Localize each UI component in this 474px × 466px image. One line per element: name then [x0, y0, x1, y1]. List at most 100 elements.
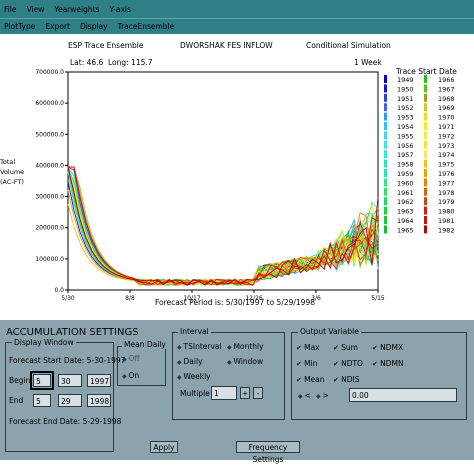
- legend-year: 1967: [438, 85, 455, 93]
- mean-checkbox[interactable]: Mean: [296, 375, 324, 384]
- multiple-input[interactable]: 1: [211, 386, 237, 400]
- x-tick-label: 5/15: [371, 295, 385, 302]
- legend-year: 1955: [397, 132, 414, 140]
- begin-month-input[interactable]: 5: [33, 374, 51, 387]
- legend-swatch: [424, 197, 427, 206]
- max-checkbox[interactable]: Max: [296, 343, 320, 352]
- legend-year: 1953: [397, 114, 414, 122]
- trace-line: [67, 166, 379, 286]
- legend-swatch: [424, 150, 427, 159]
- display-window-label: Display Window: [12, 338, 76, 347]
- y-tick-label: 700000.0: [35, 69, 64, 76]
- menu-plottype[interactable]: PlotType: [4, 22, 36, 31]
- y-tick-label: 200000.0: [35, 225, 64, 232]
- legend-swatch: [424, 93, 427, 102]
- legend-swatch: [384, 131, 387, 140]
- menu-y-axis[interactable]: Y-axis: [109, 4, 131, 14]
- end-month-input[interactable]: 5: [33, 394, 51, 407]
- chart-area: ESP Trace Ensemble DWORSHAK FES INFLOW C…: [0, 34, 474, 320]
- end-label: End: [9, 396, 24, 405]
- tool-bar: PlotType Export Display TraceEnsemble: [0, 18, 474, 34]
- legend-swatch: [424, 84, 427, 93]
- ylabel-line-1: Total: [0, 158, 16, 166]
- legend-year: 1963: [397, 208, 414, 216]
- multiple-increase-button[interactable]: +: [240, 387, 250, 399]
- legend-year: 1952: [397, 104, 414, 112]
- chart-title-right: Conditional Simulation: [306, 41, 391, 50]
- legend-year: 1966: [438, 76, 455, 84]
- ndmx-checkbox[interactable]: NDMX: [372, 343, 403, 352]
- legend-swatch: [384, 159, 387, 168]
- window-radio[interactable]: Window: [227, 357, 264, 366]
- end-day-input[interactable]: 29: [58, 394, 82, 407]
- legend-swatch: [384, 150, 387, 159]
- legend-year: 1949: [397, 76, 414, 84]
- min-checkbox[interactable]: Min: [296, 359, 317, 368]
- interval-label: Interval: [178, 327, 211, 336]
- legend-swatch: [424, 216, 427, 224]
- apply-button[interactable]: Apply: [150, 441, 178, 453]
- begin-day-input[interactable]: 30: [58, 374, 82, 387]
- legend-year: 1964: [397, 217, 414, 225]
- forecast-end: Forecast End Date: 5-29-1998: [9, 417, 122, 426]
- legend-year: 1957: [397, 151, 414, 159]
- output-variable-group: [291, 332, 467, 420]
- mean-on-radio[interactable]: On: [122, 371, 140, 380]
- y-tick-label: 500000.0: [35, 131, 64, 138]
- interval-group: [172, 332, 285, 420]
- x-tick-label: 12/26: [245, 295, 262, 302]
- monthly-radio[interactable]: Monthly: [227, 342, 264, 351]
- legend-swatch: [384, 206, 387, 215]
- legend-swatch: [384, 122, 387, 130]
- legend-year: 1980: [438, 208, 455, 216]
- multiple-decrease-button[interactable]: -: [253, 387, 263, 399]
- ndis-checkbox[interactable]: NDIS: [333, 375, 359, 384]
- legend-swatch: [424, 169, 427, 177]
- mean-off-radio[interactable]: Off: [122, 354, 140, 363]
- y-tick-label: 0.0: [54, 287, 64, 294]
- lat-label: Lat: 46.6: [70, 58, 104, 67]
- legend-swatch: [384, 93, 387, 102]
- weekly-radio[interactable]: Weekly: [177, 372, 211, 381]
- legend-swatch: [424, 178, 427, 187]
- legend-swatch: [424, 75, 427, 83]
- tsinterval-radio[interactable]: TSInterval: [177, 342, 222, 351]
- legend-year: 1977: [438, 179, 455, 187]
- y-tick-label: 100000.0: [35, 256, 64, 263]
- end-year-input[interactable]: 1998: [87, 394, 111, 407]
- begin-year-input[interactable]: 1997: [87, 374, 111, 387]
- legend-swatch: [424, 159, 427, 168]
- daily-radio[interactable]: Daily: [177, 357, 203, 366]
- threshold-input[interactable]: 0.00: [349, 388, 457, 402]
- menu-yearweights[interactable]: Yearweights: [54, 4, 100, 14]
- legend-year: 1959: [397, 170, 414, 178]
- menu-view[interactable]: View: [26, 4, 45, 14]
- ndto-checkbox[interactable]: NDTO: [333, 359, 363, 368]
- menu-file[interactable]: File: [4, 4, 17, 14]
- frequency-settings-button[interactable]: Frequency Settings: [236, 441, 300, 464]
- menu-display[interactable]: Display: [79, 22, 108, 31]
- legend-year: 1971: [438, 123, 455, 131]
- menu-export[interactable]: Export: [45, 22, 70, 31]
- ndmn-checkbox[interactable]: NDMN: [372, 359, 403, 368]
- legend-year: 1976: [438, 170, 455, 178]
- legend-swatch: [384, 75, 387, 83]
- legend-year: 1973: [438, 142, 455, 150]
- menu-traceensemble[interactable]: TraceEnsemble: [117, 22, 175, 31]
- greater-than-radio[interactable]: >: [316, 391, 329, 400]
- legend-year: 1981: [438, 217, 455, 225]
- mean-daily-label: Mean Daily: [122, 340, 168, 349]
- less-than-radio[interactable]: <: [298, 391, 311, 400]
- period-label: 1 Week: [354, 58, 382, 67]
- legend-swatch: [384, 216, 387, 224]
- trace-plot: 700000.0 600000.0 500000.0 400000.0 300000.0…: [35, 69, 455, 302]
- legend-year: 1975: [438, 161, 455, 169]
- legend-year: 1956: [397, 142, 414, 150]
- long-label: Long: 115.7: [108, 58, 153, 67]
- legend-year: 1970: [438, 114, 455, 122]
- legend-year: 1972: [438, 132, 455, 140]
- sum-checkbox[interactable]: Sum: [333, 343, 358, 352]
- legend-swatch: [424, 131, 427, 140]
- legend-year: 1958: [397, 161, 414, 169]
- ylabel-line-2: Volume: [0, 168, 25, 176]
